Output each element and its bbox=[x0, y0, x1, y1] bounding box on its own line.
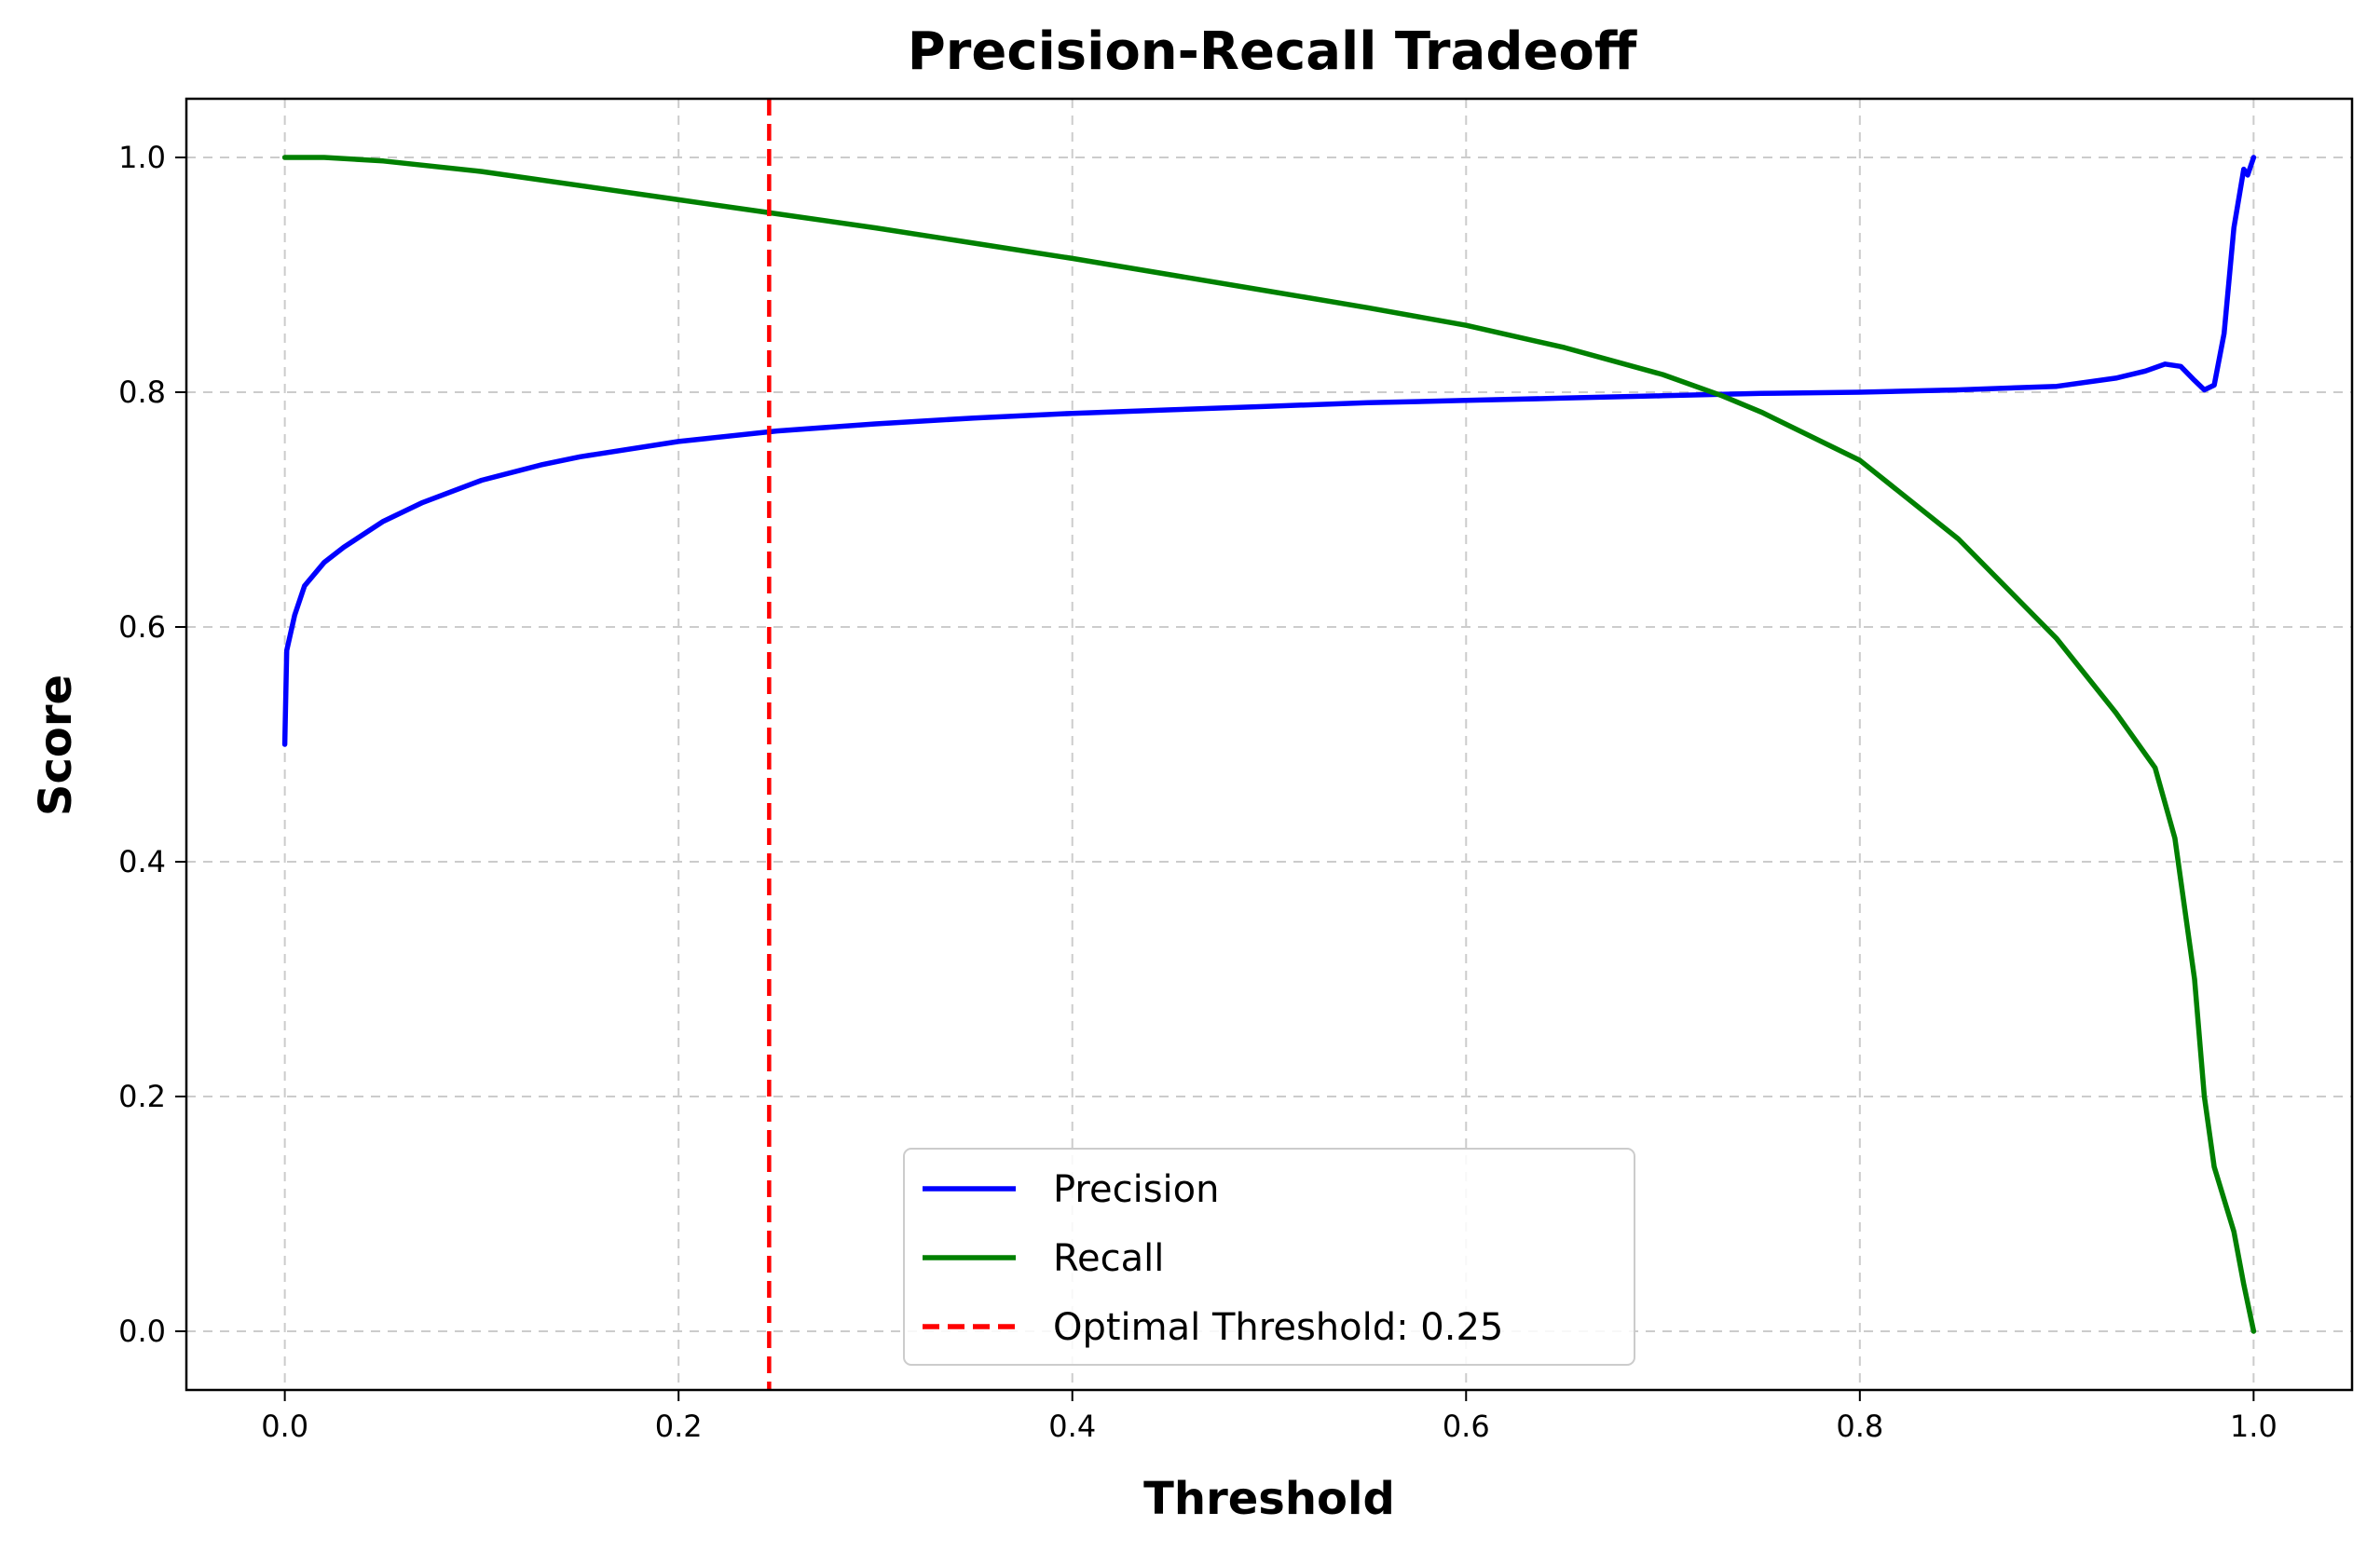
y-tick-label: 0.4 bbox=[118, 844, 166, 879]
y-tick-label: 0.6 bbox=[118, 609, 166, 645]
legend-box bbox=[903, 1148, 1635, 1366]
y-tick-label: 0.8 bbox=[118, 375, 166, 410]
x-tick-label: 0.8 bbox=[1836, 1409, 1883, 1444]
chart-title: Precision-Recall Tradeoff bbox=[908, 21, 1637, 82]
x-tick-label: 0.6 bbox=[1443, 1409, 1490, 1444]
y-axis-label: Score bbox=[30, 674, 82, 816]
legend-label-recall: Recall bbox=[1053, 1237, 1164, 1280]
legend-label-optimal-threshold: Optimal Threshold: 0.25 bbox=[1053, 1306, 1503, 1349]
ticks: 0.0 0.2 0.4 0.6 0.8 1.0 0.0 0.2 0.4 0.6 0.8 1.0 bbox=[118, 140, 2277, 1444]
plot-frame bbox=[185, 97, 2354, 1392]
y-tick-label: 1.0 bbox=[118, 140, 166, 175]
legend: Precision Recall Optimal Threshold: 0.25 bbox=[903, 1148, 1635, 1366]
y-tick-label: 0.2 bbox=[118, 1079, 166, 1114]
x-tick-label: 0.4 bbox=[1048, 1409, 1096, 1444]
precision-line bbox=[281, 155, 2257, 747]
x-tick-label: 0.2 bbox=[655, 1409, 703, 1444]
x-axis-label: Threshold bbox=[1143, 1473, 1395, 1525]
x-tick-label: 0.0 bbox=[261, 1409, 308, 1444]
legend-label-precision: Precision bbox=[1053, 1168, 1219, 1211]
series-layer bbox=[281, 99, 2257, 1390]
recall-line bbox=[281, 155, 2257, 1334]
x-tick-label: 1.0 bbox=[2230, 1409, 2277, 1444]
y-tick-label: 0.0 bbox=[118, 1314, 166, 1349]
